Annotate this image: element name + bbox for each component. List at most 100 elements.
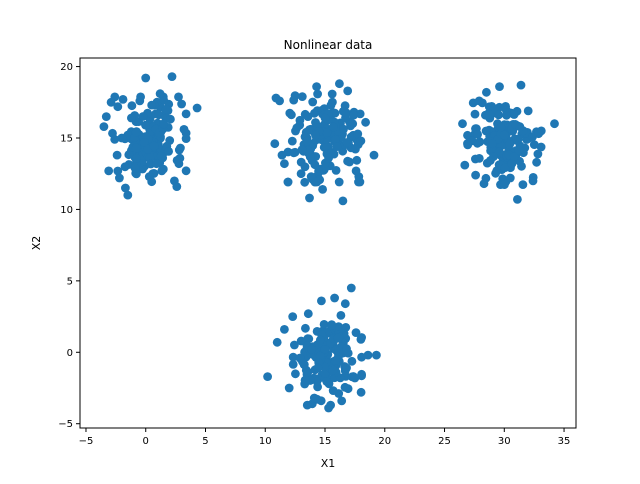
data-point — [513, 195, 522, 204]
data-point — [502, 110, 511, 120]
data-point — [292, 123, 302, 133]
data-point — [351, 166, 361, 176]
data-point — [484, 110, 494, 119]
data-point — [355, 109, 365, 119]
data-point — [474, 96, 484, 106]
data-point — [320, 369, 330, 378]
data-point — [112, 150, 122, 160]
data-point — [181, 134, 191, 144]
data-point — [118, 95, 128, 104]
x-tick-label: 15 — [319, 436, 332, 447]
data-point — [342, 363, 351, 373]
data-point — [533, 149, 543, 159]
data-point — [322, 377, 332, 386]
data-point — [514, 145, 524, 155]
data-point — [301, 323, 310, 333]
data-point — [135, 96, 145, 106]
x-tick-label: 35 — [558, 436, 571, 447]
plot-area-frame — [79, 57, 577, 429]
data-point — [324, 153, 333, 163]
data-point — [289, 95, 299, 105]
x-tick-label: 25 — [438, 436, 451, 447]
data-point — [101, 112, 111, 121]
data-point — [507, 159, 517, 169]
data-point — [489, 152, 498, 162]
data-point — [314, 166, 323, 176]
y-tick-label: 0 — [67, 348, 73, 359]
data-point — [156, 151, 166, 161]
data-point — [316, 335, 325, 345]
data-point — [311, 130, 320, 140]
data-point — [300, 177, 310, 187]
data-point — [300, 162, 310, 172]
chart-title: Nonlinear data — [284, 38, 373, 52]
data-point — [152, 159, 161, 169]
data-point — [479, 179, 489, 189]
data-point — [346, 283, 356, 293]
data-point — [529, 140, 539, 150]
data-point — [343, 156, 352, 166]
data-point — [369, 150, 379, 160]
x-tick-label: 0 — [143, 436, 149, 447]
x-axis-label: X1 — [321, 457, 336, 470]
data-point — [355, 177, 365, 187]
data-point — [318, 185, 327, 194]
data-point — [334, 346, 343, 356]
data-point — [288, 312, 298, 321]
y-tick-label: 20 — [60, 62, 73, 73]
data-point — [104, 166, 114, 176]
data-point — [166, 114, 175, 124]
data-point — [500, 180, 509, 190]
data-point — [272, 337, 282, 347]
data-point — [131, 143, 141, 153]
data-point — [523, 106, 533, 116]
x-tick-label: 10 — [259, 436, 272, 447]
data-point — [334, 177, 344, 187]
x-tick-label: −5 — [79, 436, 94, 447]
data-point — [328, 365, 338, 375]
data-point — [305, 193, 314, 203]
data-point — [349, 110, 359, 120]
data-point — [312, 82, 321, 91]
data-point — [303, 367, 313, 377]
data-point — [474, 154, 484, 163]
data-point — [343, 86, 353, 96]
data-point — [353, 129, 363, 139]
data-point — [509, 110, 519, 119]
data-point — [290, 147, 300, 157]
data-point — [320, 345, 330, 354]
data-point — [155, 89, 165, 99]
data-point — [192, 103, 202, 113]
data-point — [177, 99, 187, 109]
data-point — [516, 80, 526, 90]
data-point — [126, 113, 136, 123]
data-point — [127, 101, 137, 111]
data-point — [356, 136, 366, 146]
data-point — [176, 143, 185, 153]
data-point — [290, 340, 299, 350]
data-point — [331, 134, 340, 144]
data-point — [518, 180, 528, 190]
data-point — [308, 97, 318, 107]
data-point — [505, 173, 515, 183]
data-point — [312, 377, 322, 386]
data-point — [307, 344, 316, 354]
data-point — [324, 403, 333, 413]
data-point — [316, 396, 326, 406]
data-point — [280, 325, 289, 334]
data-point — [291, 369, 300, 379]
data-point — [175, 153, 185, 163]
data-point — [179, 124, 189, 134]
data-point — [154, 110, 164, 120]
data-point — [284, 383, 294, 393]
data-point — [372, 350, 381, 360]
data-point — [352, 155, 362, 165]
data-point — [120, 162, 130, 172]
data-point — [494, 110, 503, 120]
data-point — [158, 164, 168, 174]
data-point — [181, 109, 191, 119]
data-point — [317, 296, 326, 306]
data-point — [322, 128, 332, 137]
data-point — [305, 125, 314, 135]
data-point — [263, 372, 272, 381]
